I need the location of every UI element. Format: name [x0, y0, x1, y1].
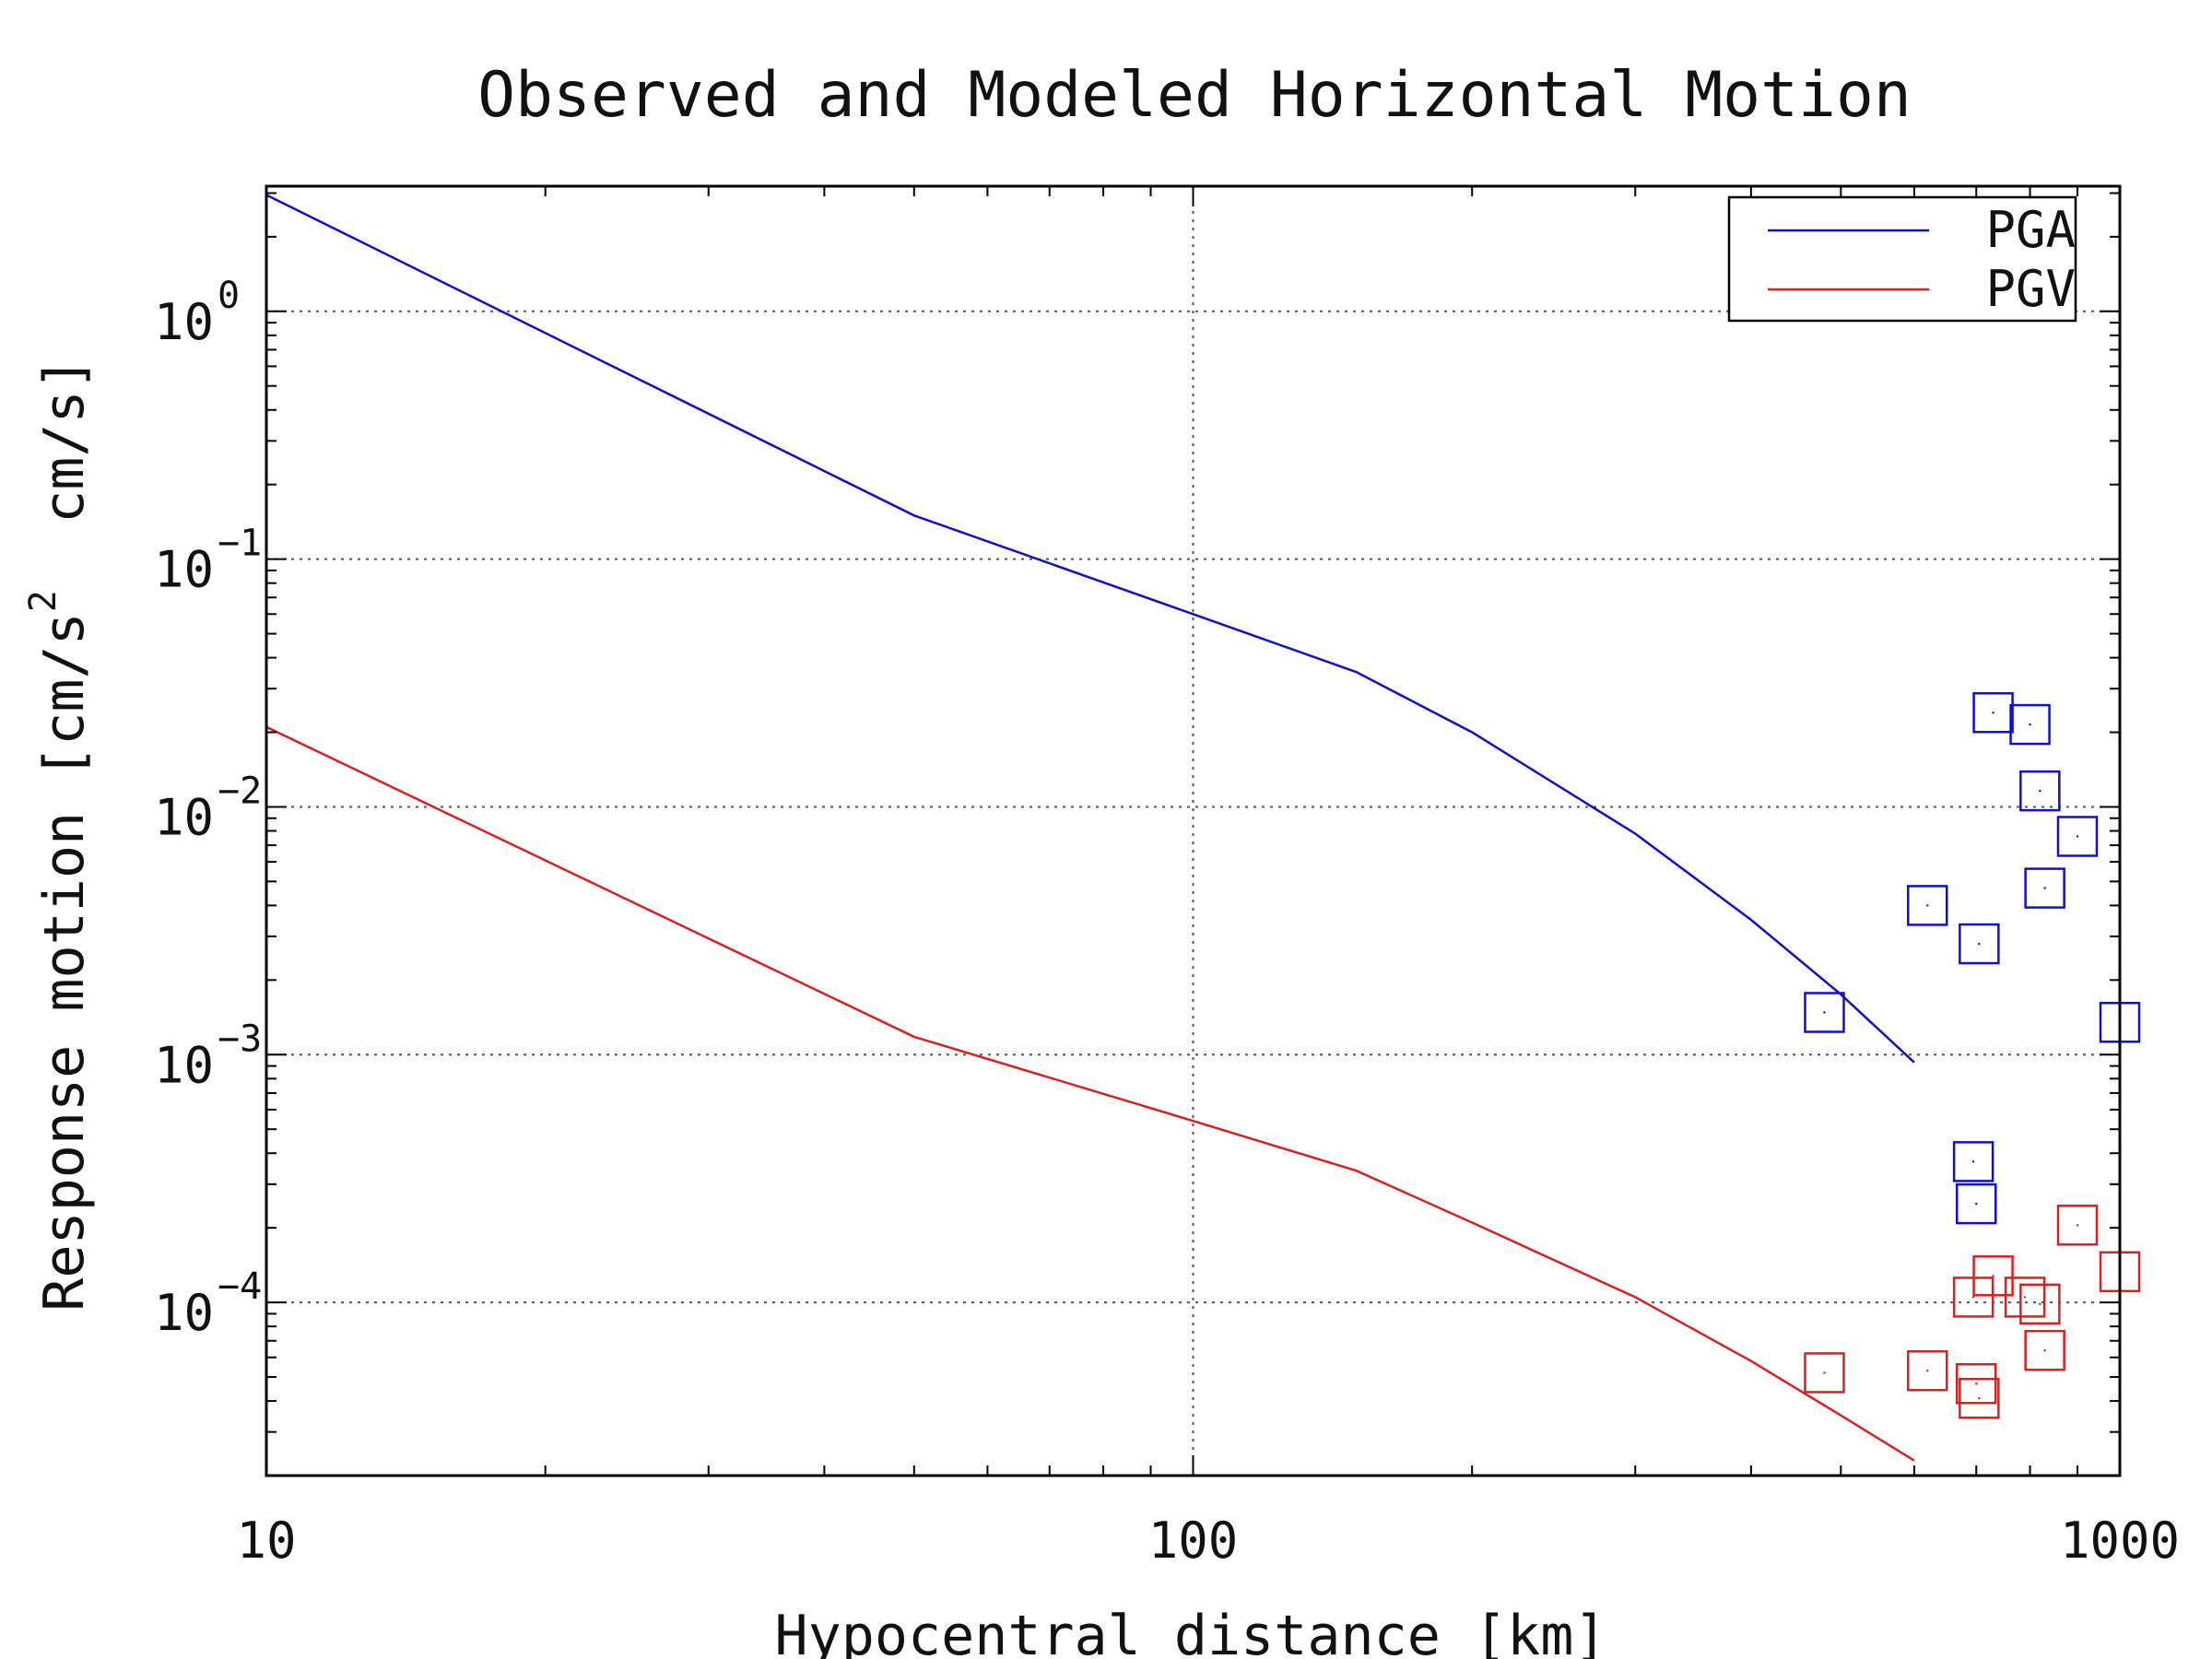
- observed-point-pgv: [2004, 1277, 2046, 1318]
- observed-point-pgv: [2019, 1283, 2061, 1325]
- observed-point-pgv: [2056, 1205, 2099, 1246]
- y-axis-label: Response motion [cm/s2 cm/s]: [22, 357, 97, 1312]
- x-tick-label: 1000: [2060, 1512, 2180, 1570]
- y-tick-exponent: −3: [218, 1018, 262, 1060]
- observed-point-pgv: [1955, 1362, 1997, 1405]
- observed-point-center: [1992, 1275, 1994, 1277]
- observed-points: [1804, 691, 2141, 1419]
- x-axis-label: Hypocentral distance [km]: [774, 1604, 1606, 1659]
- observed-point-pga: [1952, 1141, 1994, 1182]
- observed-point-pga: [2024, 867, 2065, 909]
- y-axis-label-sup: 2: [22, 590, 65, 612]
- observed-point-center: [1975, 1202, 1978, 1206]
- observed-point-center: [1992, 712, 1994, 714]
- y-tick-label: 10: [154, 293, 214, 351]
- observed-point-pga: [1972, 691, 2014, 734]
- observed-point-center: [2043, 887, 2046, 889]
- y-axis-label-suffix: cm/s]: [32, 357, 97, 590]
- grid: [266, 186, 2120, 1476]
- y-tick-exponent: −1: [218, 523, 262, 565]
- observed-point-center: [2076, 835, 2079, 838]
- series-lines: [265, 194, 1915, 1462]
- observed-point-pga: [1906, 885, 1948, 926]
- y-axis-label-prefix: Response motion [cm/s: [32, 612, 97, 1312]
- observed-point-center: [1975, 1382, 1978, 1385]
- y-tick-exponent: −2: [218, 770, 262, 812]
- y-tick-exponent: 0: [218, 275, 240, 317]
- observed-point-center: [1823, 1011, 1826, 1014]
- observed-point-center: [1971, 1296, 1975, 1299]
- y-tick-label: 10: [154, 1036, 214, 1094]
- y-tick-label: 10: [154, 788, 214, 846]
- observed-point-center: [1926, 1370, 1929, 1372]
- observed-point-pga: [2009, 703, 2051, 746]
- observed-point-center: [1926, 904, 1929, 907]
- observed-point-center: [2039, 1302, 2041, 1306]
- observed-point-center: [2023, 1296, 2027, 1299]
- y-tick-exponent: −4: [218, 1265, 262, 1308]
- y-tick-label: 10: [154, 541, 214, 599]
- observed-point-pgv: [1972, 1255, 2014, 1297]
- observed-point-center: [2029, 723, 2031, 726]
- observed-point-center: [2076, 1224, 2079, 1227]
- x-tick-labels: 10 100 1000: [236, 1512, 2180, 1570]
- legend-label-pga: PGA: [1985, 201, 2076, 259]
- observed-point-pga: [2056, 816, 2099, 857]
- observed-point-center: [2039, 789, 2041, 793]
- chart-title: Observed and Modeled Horizontal Motion: [477, 59, 1912, 132]
- observed-point-center: [1823, 1371, 1826, 1374]
- y-tick-label: 10: [154, 1284, 214, 1342]
- series-line-pgv: [265, 725, 1915, 1462]
- observed-point-pgv: [1804, 1352, 1845, 1394]
- legend-box: [1727, 195, 2077, 323]
- observed-point-pgv: [2024, 1329, 2065, 1371]
- observed-point-pga: [1959, 923, 2000, 965]
- observed-point-pga: [1804, 992, 1845, 1033]
- observed-point-pga: [2019, 770, 2061, 812]
- x-tick-label: 10: [236, 1512, 296, 1570]
- legend-label-pgv: PGV: [1985, 260, 2076, 318]
- observed-point-pgv: [1906, 1349, 1948, 1392]
- series-line-pga: [265, 194, 1915, 1064]
- x-tick-label: 100: [1148, 1512, 1239, 1570]
- observed-point-pgv: [1959, 1377, 2000, 1419]
- observed-point-center: [2043, 1349, 2046, 1352]
- observed-point-pga: [1955, 1182, 1997, 1225]
- observed-point-center: [1978, 1396, 1981, 1400]
- observed-point-center: [1978, 942, 1981, 946]
- tick-marks: [265, 186, 2120, 1477]
- observed-point-center: [1971, 1160, 1975, 1163]
